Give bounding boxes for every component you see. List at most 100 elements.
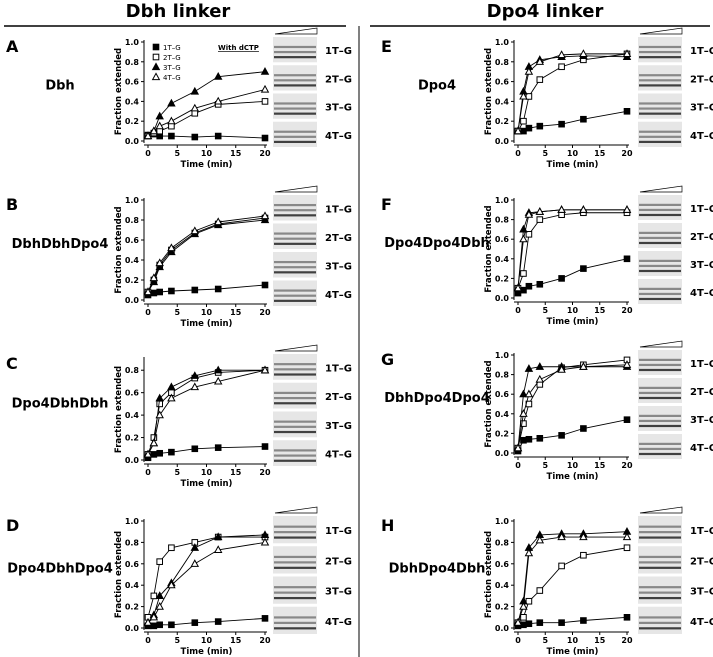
- y-axis-label: Fraction extended: [114, 48, 124, 135]
- gel-band: [274, 430, 316, 434]
- x-tick-label: 10: [567, 636, 579, 645]
- data-point: [214, 132, 222, 140]
- series-line: [147, 100, 266, 137]
- y-tick-label: 0.0: [495, 137, 510, 146]
- y-tick-label: 0.8: [125, 366, 140, 375]
- lane-label: 2T–G: [325, 556, 352, 567]
- data-point: [557, 365, 566, 373]
- data-point: [143, 618, 153, 626]
- series-line: [517, 209, 627, 289]
- gel-band: [639, 292, 681, 296]
- data-point: [167, 382, 176, 391]
- data-point: [513, 443, 523, 452]
- data-point: [143, 287, 153, 296]
- x-tick-label: 15: [230, 149, 242, 158]
- data-point: [213, 376, 223, 385]
- gel-band: [274, 363, 316, 366]
- x-tick-label: 10: [201, 149, 213, 158]
- lane-label: 2T–G: [325, 392, 352, 403]
- gel-lane: [638, 546, 682, 574]
- x-tick-label: 20: [259, 468, 271, 477]
- legend-marker: [152, 43, 160, 51]
- gel-band: [274, 396, 316, 400]
- y-tick-label: 0.8: [125, 216, 140, 225]
- lane-label: 2T–G: [690, 387, 713, 398]
- data-point: [579, 49, 588, 57]
- gel-band: [274, 266, 316, 269]
- data-point: [213, 72, 223, 80]
- data-point: [525, 124, 533, 132]
- gel-band: [639, 231, 681, 234]
- panel-letter: E: [381, 37, 392, 56]
- gel-band: [639, 621, 681, 624]
- gel-band: [639, 442, 681, 445]
- x-tick-label: 0: [145, 308, 151, 317]
- series-line: [147, 284, 266, 296]
- x-tick-label: 0: [145, 149, 151, 158]
- gel-lane: [273, 606, 317, 634]
- series-line: [517, 53, 627, 132]
- gel-lane: [273, 195, 317, 221]
- series-line: [147, 536, 265, 618]
- gel-lane: [273, 440, 317, 466]
- data-point: [149, 612, 159, 621]
- data-point: [150, 592, 158, 600]
- y-tick-label: 1.0: [125, 38, 140, 47]
- gel-band: [639, 627, 681, 630]
- data-point: [536, 280, 544, 288]
- gel-lane: [638, 279, 682, 304]
- data-point: [622, 205, 632, 213]
- series-line: [147, 369, 266, 455]
- gel-band: [639, 531, 681, 534]
- gel-band: [639, 208, 681, 212]
- data-point: [149, 273, 159, 282]
- x-tick-label: 5: [542, 306, 548, 315]
- data-point: [557, 50, 566, 58]
- y-axis-label: Fraction extended: [484, 48, 494, 135]
- gel-band: [639, 591, 681, 594]
- legend-label: 2T–G: [163, 54, 181, 62]
- y-tick-label: 1.0: [495, 38, 510, 47]
- gel-band: [274, 214, 316, 217]
- gel-lane: [273, 223, 317, 249]
- x-axis-label: Time (min): [181, 479, 233, 489]
- data-point: [580, 115, 587, 123]
- data-point: [524, 210, 534, 218]
- data-point: [261, 98, 269, 105]
- y-tick-label: 0.6: [125, 236, 140, 245]
- y-tick-label: 1.0: [495, 196, 510, 205]
- lane-label: 4T–G: [690, 288, 713, 299]
- y-tick-label: 0.8: [125, 58, 140, 67]
- y-tick-label: 0.2: [125, 276, 139, 285]
- gel-band: [274, 135, 316, 138]
- gel-band: [639, 45, 681, 49]
- series-line: [517, 258, 628, 294]
- lane-label: 3T–G: [690, 415, 713, 426]
- y-tick-label: 0.0: [495, 294, 510, 303]
- x-axis-label: Time (min): [547, 647, 599, 657]
- data-point: [167, 98, 176, 107]
- gel-band: [639, 259, 681, 262]
- data-point: [525, 231, 533, 238]
- gel-band: [274, 368, 316, 371]
- gel-band: [639, 386, 681, 389]
- wedge: [274, 27, 318, 35]
- y-tick-label: 0.0: [125, 624, 140, 633]
- gel-band: [639, 447, 681, 451]
- data-point: [168, 132, 175, 140]
- data-point: [513, 283, 523, 292]
- data-point: [155, 591, 164, 599]
- x-tick-label: 10: [201, 308, 213, 317]
- gel-band: [639, 586, 681, 589]
- wedge: [639, 506, 683, 514]
- data-point: [525, 597, 533, 605]
- y-axis-label: Fraction extended: [114, 366, 124, 453]
- lane-label: 2T–G: [690, 556, 713, 567]
- y-axis-label: Fraction extended: [114, 206, 124, 293]
- gel-band: [639, 419, 681, 423]
- y-axis-label: Fraction extended: [484, 205, 494, 292]
- gel-band: [639, 424, 681, 428]
- data-point: [190, 103, 200, 112]
- series-line: [147, 446, 266, 459]
- data-point: [623, 255, 631, 263]
